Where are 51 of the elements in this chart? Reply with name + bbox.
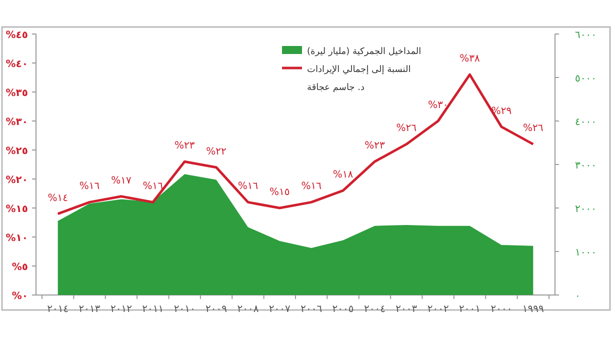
y-tick-label: %٤٥ bbox=[6, 30, 28, 41]
data-label: %٣٨ bbox=[460, 54, 481, 65]
y-tick-label: %٣٥ bbox=[6, 88, 28, 99]
x-tick-label: ٢٠٠٠ bbox=[490, 304, 512, 315]
data-label: %١٧ bbox=[111, 175, 132, 186]
y2-tick-label: ٣٠٠٠ bbox=[575, 160, 596, 172]
y-tick-label: %٤٠ bbox=[6, 59, 28, 70]
data-label: %٢٦ bbox=[523, 123, 544, 134]
y2-tick-label: ٠ bbox=[575, 291, 580, 302]
y-tick-label: %١٠ bbox=[6, 233, 28, 244]
x-tick-label: ٢٠١٣ bbox=[78, 304, 101, 315]
y2-tick-label: ٤٠٠٠ bbox=[575, 117, 596, 128]
y-tick-label: %٥ bbox=[12, 262, 28, 273]
data-label: %١٥ bbox=[270, 187, 290, 198]
x-tick-label: ٢٠٠٦ bbox=[300, 304, 322, 315]
x-tick-label: ٢٠٠١ bbox=[459, 304, 481, 315]
data-label: %١٦ bbox=[301, 181, 322, 192]
y2-tick-label: ١٠٠٠ bbox=[575, 248, 596, 258]
y2-tick-label: ٦٠٠٠ bbox=[575, 30, 596, 41]
data-label: %١٤ bbox=[48, 192, 68, 204]
legend-label: النسبة إلى إجمالي الإيرادات bbox=[307, 65, 411, 75]
x-tick-label: ٢٠٠٧ bbox=[268, 304, 292, 315]
data-label: %٢٦ bbox=[396, 123, 417, 134]
y2-tick-label: ٢٠٠٠ bbox=[575, 204, 596, 215]
x-tick-label: ٢٠١٢ bbox=[110, 304, 132, 315]
y2-tick-label: ٥٠٠٠ bbox=[575, 74, 596, 84]
x-tick-label: ٢٠٠٥ bbox=[332, 304, 354, 315]
data-label: %٢٣ bbox=[174, 140, 196, 152]
data-label: %١٦ bbox=[142, 181, 164, 192]
data-label: %٣٠ bbox=[428, 100, 448, 111]
legend-label: المداخيل الجمركية (مليار ليرة) bbox=[307, 47, 422, 57]
data-label: %١٨ bbox=[332, 170, 354, 181]
data-label: %١٦ bbox=[79, 181, 100, 192]
x-tick-label: ٢٠١٠ bbox=[174, 304, 196, 315]
y-tick-label: %٢٥ bbox=[6, 146, 28, 157]
y-tick-label: %٠ bbox=[12, 291, 28, 302]
data-label: %١٦ bbox=[238, 181, 258, 192]
x-tick-label: ٢٠٠٣ bbox=[396, 304, 418, 315]
x-tick-label: ٢٠٠٨ bbox=[237, 304, 260, 315]
x-tick-label: ٢٠٠٢ bbox=[427, 304, 449, 315]
x-tick-label: ٢٠١١ bbox=[142, 304, 164, 315]
x-tick-label: ٢٠٠٩ bbox=[206, 304, 228, 315]
y-tick-label: %٢٠ bbox=[6, 175, 28, 186]
x-tick-label: ١٩٩٩ bbox=[522, 304, 544, 315]
x-tick-label: ٢٠١٤ bbox=[47, 304, 69, 315]
x-tick-label: ٢٠٠٤ bbox=[364, 304, 386, 315]
data-label: %٢٢ bbox=[206, 146, 226, 158]
annotation: د. جاسم عجاقة bbox=[307, 83, 364, 93]
y-tick-label: %١٥ bbox=[6, 204, 28, 215]
data-label: %٢٣ bbox=[364, 140, 386, 152]
y-tick-label: %٣٠ bbox=[6, 117, 28, 128]
